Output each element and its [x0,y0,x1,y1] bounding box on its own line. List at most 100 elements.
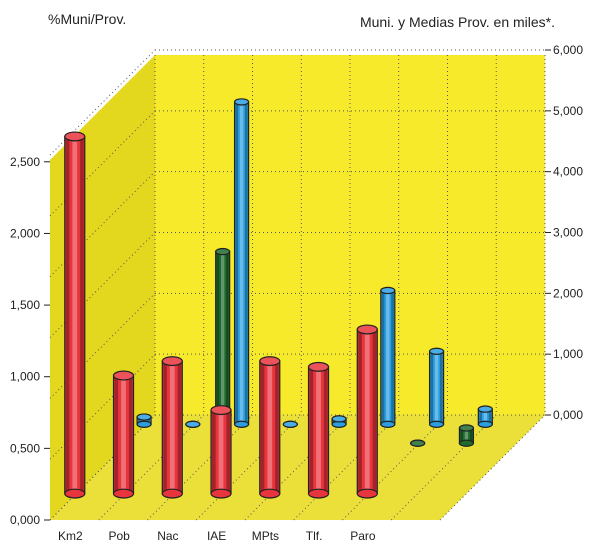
bar-bottom [64,488,86,499]
bar-highlight [72,136,78,494]
left-tick-label: 0,000 [10,513,40,527]
category-label: Pob [108,529,130,543]
bar-2-6 [428,347,445,428]
bar-highlight [434,351,439,425]
bar-shade [226,410,231,494]
bar-highlight [220,251,225,444]
bar-shade [323,366,328,494]
category-label: Km2 [58,529,83,543]
bar-1-6 [410,439,426,447]
bar-top [380,286,396,295]
bar-bottom [458,439,475,447]
grid-line [98,414,205,521]
grid-line [195,414,302,521]
bar-top [259,356,281,367]
bar-bottom [161,488,183,499]
bar-1-7 [458,424,475,447]
chart-bars [64,98,493,499]
bar-shade [216,251,220,444]
bar-highlight [218,410,224,494]
bar-top [233,98,250,106]
bar-shade [114,375,119,494]
bar-shade [430,351,434,425]
bar-top [477,405,493,413]
bar-0-1 [112,370,135,499]
bar-shade [260,361,265,494]
bar-highlight [386,290,390,425]
bar-2-7 [477,405,493,428]
bar-highlight [464,427,469,444]
left-tick-label: 1,500 [10,298,40,312]
category-label: IAE [207,529,226,543]
bar-top [161,356,183,367]
bar-highlight [239,101,244,425]
bar-2-4 [331,415,347,428]
bar-top [210,405,232,416]
bar-highlight [483,409,488,425]
bar-top [410,439,426,447]
bar-bottom [380,420,396,428]
bar-highlight [316,366,321,494]
bar-top [185,420,201,428]
bar-2-2 [233,98,250,428]
bar-bottom [259,488,281,499]
right-tick-label: 5,000 [553,104,583,118]
bar-0-0 [64,131,86,499]
right-tick-label: 1,000 [553,347,583,361]
bar-0-2 [161,356,183,499]
bar-bottom [307,488,330,499]
bar-shade [65,136,70,494]
grid-line [147,414,253,521]
bar-bottom [233,420,250,428]
right-tick-label: 6,000 [553,43,583,57]
left-tick-label: 2,000 [10,226,40,240]
grid-line [244,414,351,521]
left-tick-label: 0,500 [10,441,40,455]
left-tick-label: 2,500 [10,155,40,169]
right-tick-label: 0,000 [553,408,583,422]
bar-2-5 [380,286,396,428]
bar-highlight [169,361,175,494]
category-label: MPts [252,529,279,543]
bar-highlight [267,361,273,494]
grid-line [293,414,400,521]
bar-shade [469,427,473,444]
grid-line [439,414,546,521]
grid-line [49,414,156,521]
right-axis-title: Muni. y Medias Prov. en miles*. [360,14,555,30]
category-label: Tlf. [306,529,323,543]
bar-top [458,424,475,432]
bar-highlight [121,375,126,494]
bar-bottom [477,420,493,428]
bar-shade [138,417,141,425]
bar-shade [163,361,167,494]
bar-0-6 [356,324,378,499]
bar-shade [358,329,362,494]
bar-top [356,324,378,335]
bar-shade [309,366,314,494]
bar-shade [488,409,492,425]
bar-top [282,420,298,428]
left-tick-label: 1,000 [10,370,40,384]
bar-top [136,413,152,421]
bar-shade [479,409,482,425]
grid-line [342,414,448,521]
bar-shade [381,290,385,425]
bar-2-1 [185,420,201,428]
bar-bottom [112,488,135,499]
bar-bottom [136,420,152,428]
left-axis-title: %Muni/Prov. [48,11,126,27]
bar-top [331,415,347,423]
chart-axes: 0,000 0,500 1,000 1,500 2,000 2,500 0,000 1,000… [10,43,583,543]
bar-highlight [364,329,370,494]
bar-shade [372,329,377,494]
bar-2-0 [136,413,152,428]
right-tick-label: 4,000 [553,165,583,179]
right-tick-label: 3,000 [553,226,583,240]
bar-shade [128,375,133,494]
bar-shade [460,427,463,444]
bar-shade [275,361,279,494]
bar-bottom [428,420,445,428]
